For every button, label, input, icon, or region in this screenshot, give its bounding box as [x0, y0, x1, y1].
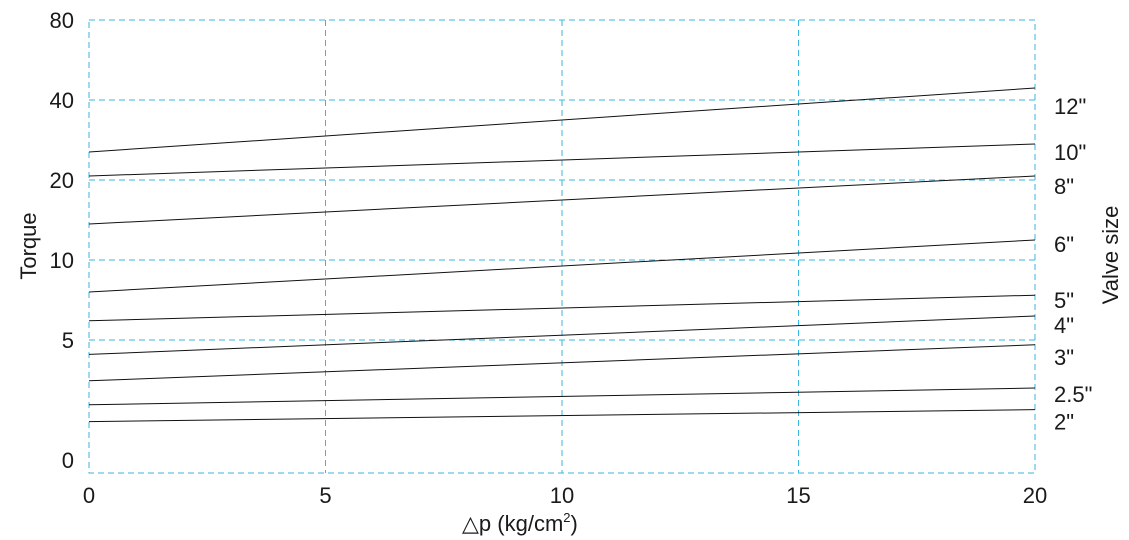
y-tick-label: 10	[50, 248, 74, 273]
y-tick-label: 40	[50, 88, 74, 113]
x-tick-label: 5	[319, 483, 331, 508]
series-line	[88, 387, 1036, 406]
x-axis-title-main: △p (kg/cm	[462, 511, 563, 536]
series-line	[88, 175, 1036, 225]
x-axis-title: △p (kg/cm2)	[462, 510, 578, 536]
series-line	[88, 87, 1036, 153]
series-labels: 12" 10" 8" 6" 5"4" 3" 2.5" 2"	[1054, 94, 1092, 435]
x-axis-title-sup: 2	[563, 510, 570, 525]
y-tick-label: 20	[50, 168, 74, 193]
x-axis-title-end: )	[571, 511, 578, 536]
series-label: 10"	[1054, 140, 1086, 165]
series-label: 4"	[1054, 313, 1074, 338]
series-label: 2.5"	[1054, 382, 1092, 407]
series-lines	[88, 87, 1036, 423]
grid	[88, 19, 1036, 474]
series-label: 12"	[1054, 94, 1086, 119]
x-tick-label: 0	[83, 483, 95, 508]
series-line	[88, 315, 1036, 355]
series-line	[88, 239, 1036, 293]
series-label: 8"	[1054, 174, 1074, 199]
x-tick-label: 20	[1023, 483, 1047, 508]
series-line	[88, 294, 1036, 322]
y-tick-label: 5	[62, 328, 74, 353]
y-tick-label: 0	[62, 448, 74, 473]
y-ticks: 80 40 20 10 5 0	[50, 8, 74, 473]
x-ticks: 0 5 10 15 20	[83, 483, 1047, 508]
right-axis-title: Valve size	[1098, 206, 1123, 305]
series-line	[88, 344, 1036, 382]
y-tick-label: 80	[50, 8, 74, 33]
series-label: 5"	[1054, 288, 1074, 313]
series-line	[88, 409, 1036, 423]
series-label: 3"	[1054, 345, 1074, 370]
series-line	[88, 143, 1036, 177]
y-axis-title: Torque	[16, 212, 41, 279]
series-label: 6"	[1054, 232, 1074, 257]
x-tick-label: 10	[550, 483, 574, 508]
x-tick-label: 15	[786, 483, 810, 508]
series-label: 2"	[1054, 410, 1074, 435]
